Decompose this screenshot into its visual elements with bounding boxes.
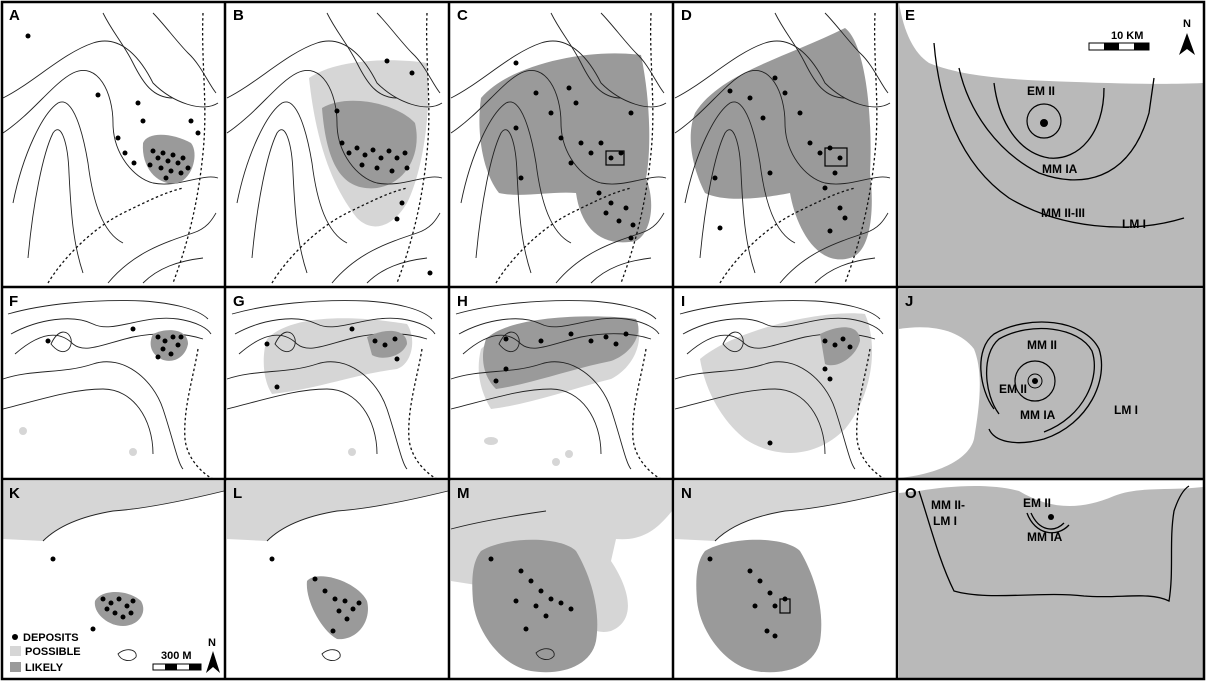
north-arrow: N xyxy=(206,637,220,673)
panel-label-c: C xyxy=(457,7,468,24)
panel-label-e: E xyxy=(905,7,915,24)
panel-c: C xyxy=(450,3,672,286)
panel-h: H xyxy=(450,289,672,480)
panel-i: I xyxy=(674,289,896,480)
panel-label-h: H xyxy=(457,293,468,310)
deposit-dots xyxy=(50,556,136,632)
panel-n: N xyxy=(675,481,897,678)
phase-label: MM II-III xyxy=(1041,206,1085,220)
deposit-dots xyxy=(334,58,433,276)
panel-d: D xyxy=(674,3,896,286)
panel-label-b: B xyxy=(233,7,244,24)
deposit-dots xyxy=(488,556,574,632)
phase-label: MM IA xyxy=(1020,408,1056,422)
panel-e: EM II MM IA MM II-III LM I 10 KM N E xyxy=(899,3,1203,286)
svg-text:N: N xyxy=(1183,18,1191,30)
panel-m: M xyxy=(450,481,672,678)
panel-label-n: N xyxy=(681,485,692,502)
phase-label: LM I xyxy=(933,514,957,528)
deposit-dots xyxy=(707,556,788,639)
north-arrow: N xyxy=(1179,18,1195,55)
panel-label-a: A xyxy=(9,7,20,24)
deposit-dots xyxy=(493,331,629,384)
legend-possible: POSSIBLE xyxy=(25,646,81,658)
svg-text:10 KM: 10 KM xyxy=(1111,30,1143,42)
deposit-dots xyxy=(767,336,853,446)
panel-label-l: L xyxy=(233,485,242,502)
panel-label-f: F xyxy=(9,293,18,310)
panel-label-k: K xyxy=(9,485,20,502)
deposit-dots xyxy=(45,326,184,360)
scale-bar: 10 KM xyxy=(1088,30,1150,51)
panel-label-d: D xyxy=(681,7,692,24)
deposit-dots xyxy=(712,75,848,234)
panel-a: A xyxy=(2,3,224,286)
legend: DEPOSITS POSSIBLE LIKELY xyxy=(10,632,81,674)
panel-f: F xyxy=(2,289,224,480)
phase-label: EM II xyxy=(999,382,1027,396)
legend-deposits: DEPOSITS xyxy=(23,632,79,644)
deposit-dots xyxy=(513,60,636,241)
panel-j: MM II EM II MM IA LM I J xyxy=(899,289,1203,478)
panel-k: DEPOSITS POSSIBLE LIKELY 300 M N K xyxy=(3,481,225,678)
scale-bar: 300 M xyxy=(152,650,202,671)
legend-likely: LIKELY xyxy=(25,662,64,674)
phase-label: MM II xyxy=(1027,338,1057,352)
panel-g: G xyxy=(226,289,448,480)
phase-label: MM II- xyxy=(931,498,965,512)
panel-label-g: G xyxy=(233,293,245,310)
deposit-dots xyxy=(269,556,362,634)
deposit-dots xyxy=(264,326,400,390)
panel-label-j: J xyxy=(905,293,913,310)
panel-label-o: O xyxy=(905,485,917,502)
panel-o: MM II- LM I EM II MM IA O xyxy=(899,481,1203,678)
phase-label: EM II xyxy=(1027,84,1055,98)
panel-label-m: M xyxy=(457,485,470,502)
svg-text:N: N xyxy=(208,637,216,649)
panel-b: B xyxy=(226,3,448,286)
panel-l: L xyxy=(227,481,449,678)
svg-text:300 M: 300 M xyxy=(161,650,192,662)
phase-label: MM IA xyxy=(1042,162,1078,176)
phase-label: LM I xyxy=(1114,403,1138,417)
phase-label: EM II xyxy=(1023,496,1051,510)
deposit-dots xyxy=(25,33,201,181)
phase-label: LM I xyxy=(1122,217,1146,231)
phase-label: MM IA xyxy=(1027,530,1063,544)
panel-label-i: I xyxy=(681,293,685,310)
